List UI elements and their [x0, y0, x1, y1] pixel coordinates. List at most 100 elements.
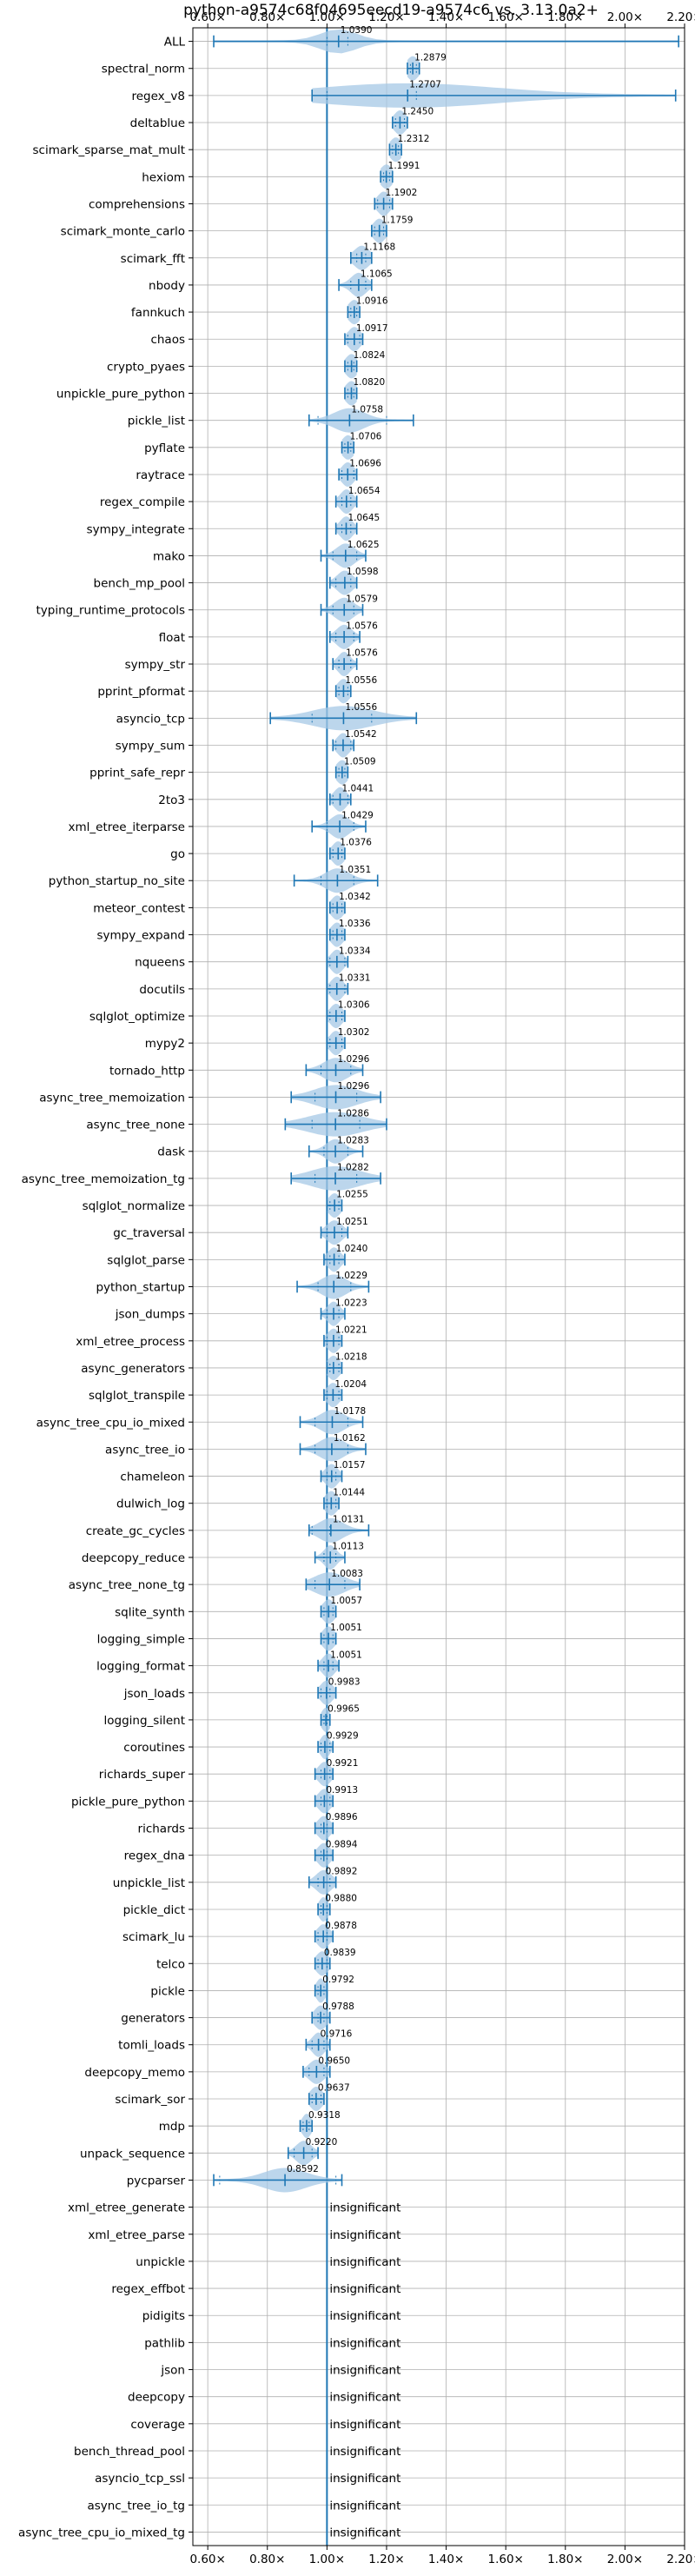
benchmark-label: mypy2 [145, 1037, 185, 1051]
benchmark-label: scimark_sparse_mat_mult [33, 143, 185, 157]
insignificant-label: insignificant [329, 2418, 400, 2432]
insignificant-label: insignificant [329, 2336, 400, 2350]
value-label: 0.8592 [287, 2164, 319, 2174]
benchmark-label: raytrace [136, 468, 185, 482]
value-label: 1.0131 [333, 1515, 365, 1525]
benchmark-label: unpickle_pure_python [56, 388, 185, 402]
value-label: 1.0282 [337, 1163, 369, 1173]
benchmark-label: scimark_monte_carlo [61, 225, 185, 239]
value-label: 1.0178 [334, 1406, 366, 1417]
benchmark-label: regex_v8 [131, 90, 185, 103]
value-label: 0.9913 [326, 1785, 358, 1796]
insignificant-label: insignificant [329, 2309, 400, 2323]
value-label: 1.0306 [338, 1000, 370, 1011]
benchmark-label: pprint_safe_repr [89, 767, 185, 780]
value-label: 1.1168 [363, 242, 395, 252]
benchmark-label: hexiom [142, 170, 185, 184]
labels-layer: 0.60× 0.60× 0.80× 0.80× 1.00× 1.00× 1.20× 1.20×… [18, 10, 695, 2566]
benchmark-label: deepcopy [128, 2391, 185, 2405]
value-label: 1.0556 [345, 702, 377, 713]
value-label: 1.0542 [345, 729, 377, 740]
insignificant-label: insignificant [329, 2201, 400, 2215]
benchmark-label: pathlib [144, 2336, 185, 2350]
benchmark-label: scimark_lu [122, 1930, 185, 1944]
benchmark-label: telco [156, 1957, 185, 1971]
benchmark-label: deepcopy_memo [84, 2066, 185, 2080]
value-label: 1.1065 [361, 269, 393, 280]
benchmark-label: pycparser [127, 2174, 186, 2188]
benchmark-label: gc_traversal [113, 1226, 185, 1240]
benchmark-label: sympy_integrate [87, 522, 185, 536]
benchmark-label: sqlglot_normalize [83, 1199, 185, 1213]
x-tick-label-bottom: 1.60× [487, 2553, 523, 2566]
benchmark-label: async_tree_memoization_tg [22, 1172, 185, 1186]
benchmark-label: regex_dna [124, 1849, 185, 1863]
value-label: 0.9788 [322, 2002, 354, 2012]
value-label: 0.9839 [324, 1948, 356, 1958]
x-tick-label-bottom: 1.40× [428, 2553, 464, 2566]
insignificant-label: insignificant [329, 2472, 400, 2486]
value-label: 1.2879 [414, 52, 447, 63]
benchmark-label: crypto_pyaes [107, 360, 185, 374]
benchmark-label: regex_compile [100, 495, 185, 509]
value-label: 1.0255 [336, 1190, 368, 1200]
benchmark-label: bench_mp_pool [94, 577, 185, 591]
value-label: 1.0157 [334, 1460, 366, 1471]
x-tick-label-top: 0.80× [249, 10, 285, 24]
value-label: 0.9921 [327, 1758, 359, 1769]
benchmark-label: async_tree_none_tg [69, 1578, 185, 1592]
benchmark-label: mdp [159, 2120, 185, 2134]
value-label: 0.9220 [306, 2137, 338, 2148]
x-tick-label-top: 1.40× [428, 10, 464, 24]
value-label: 1.0051 [330, 1650, 362, 1660]
benchmark-label: docutils [139, 983, 185, 997]
value-label: 1.1759 [381, 215, 414, 225]
value-label: 0.9650 [318, 2056, 350, 2067]
insignificant-label: insignificant [329, 2526, 400, 2539]
insignificant-label: insignificant [329, 2228, 400, 2242]
value-label: 1.1902 [386, 188, 418, 198]
benchmark-label: xml_etree_iterparse [69, 820, 186, 834]
value-label: 1.0916 [356, 296, 388, 307]
benchmark-label: python_startup_no_site [49, 874, 185, 888]
value-label: 0.9983 [328, 1676, 361, 1687]
benchmark-label: pickle_list [128, 415, 185, 428]
value-label: 1.0283 [337, 1135, 369, 1145]
value-label: 1.1991 [388, 161, 420, 171]
value-label: 1.2312 [398, 134, 430, 144]
benchmark-label: richards_super [99, 1768, 186, 1782]
insignificant-label: insignificant [329, 2391, 400, 2405]
value-label: 1.0917 [356, 323, 388, 334]
value-label: 1.0441 [341, 783, 374, 793]
x-tick-label-top: 1.20× [368, 10, 404, 24]
value-label: 1.0302 [338, 1027, 370, 1038]
benchmark-label: nqueens [135, 956, 185, 970]
benchmark-label: dask [157, 1145, 185, 1159]
benchmark-label: async_tree_cpu_io_mixed_tg [18, 2526, 185, 2539]
value-label: 1.0296 [338, 1081, 370, 1092]
benchmark-label: tornado_http [109, 1064, 185, 1078]
value-label: 1.0696 [349, 459, 381, 469]
value-label: 1.0824 [354, 350, 386, 361]
value-label: 1.0296 [338, 1054, 370, 1065]
value-label: 1.0221 [335, 1325, 367, 1335]
benchmark-label: bench_thread_pool [74, 2445, 185, 2459]
x-tick-label-bottom: 2.20× [666, 2553, 695, 2566]
benchmark-label: 2to3 [158, 793, 185, 807]
value-label: 1.2450 [401, 107, 434, 117]
value-label: 0.9892 [326, 1866, 358, 1876]
benchmark-label: async_tree_cpu_io_mixed [36, 1416, 185, 1430]
benchmark-label: nbody [149, 279, 185, 293]
benchmark-label: unpickle [136, 2255, 185, 2269]
insignificant-label: insignificant [329, 2445, 400, 2459]
benchmark-label: async_generators [81, 1362, 185, 1376]
benchmark-label: logging_silent [104, 1714, 185, 1728]
benchmark-label: asyncio_tcp [116, 712, 185, 726]
benchmark-label: float [159, 631, 185, 645]
value-label: 0.9894 [326, 1839, 358, 1849]
benchmark-label: ALL [164, 36, 186, 50]
value-label: 1.0654 [348, 486, 381, 496]
x-tick-label-bottom: 1.80× [547, 2553, 583, 2566]
